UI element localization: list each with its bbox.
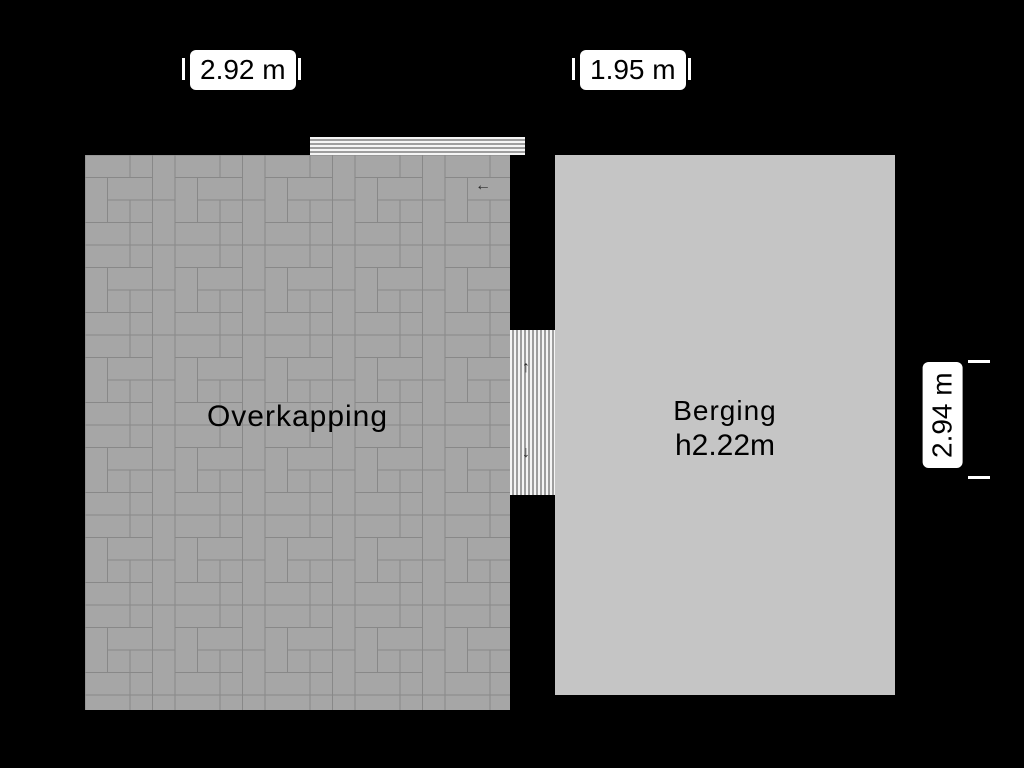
dim-tick [298, 58, 301, 80]
floorplan-stage: 2.92 m 1.95 m 2.94 m Overkapping Berging… [0, 0, 1024, 768]
swing-arrow-left-icon: ← [475, 178, 491, 194]
room-label-berging: Berging h2.22m [555, 395, 895, 463]
opening-top-door [310, 137, 525, 155]
swing-arrow-down-icon: ↓ [522, 445, 530, 461]
dim-tick [688, 58, 691, 80]
dim-tick [968, 476, 990, 479]
dim-tick [572, 58, 575, 80]
room-label-berging-height: h2.22m [555, 429, 895, 463]
dim-tick [968, 360, 990, 363]
dimension-label-top-right: 1.95 m [580, 50, 686, 90]
swing-arrow-up-icon: ↑ [522, 360, 530, 376]
dim-tick [182, 58, 185, 80]
room-label-berging-name: Berging [555, 395, 895, 427]
dimension-label-right: 2.94 m [923, 362, 963, 468]
opening-mid-door [510, 330, 555, 495]
room-label-overkapping: Overkapping [85, 400, 510, 434]
dimension-label-top-left: 2.92 m [190, 50, 296, 90]
